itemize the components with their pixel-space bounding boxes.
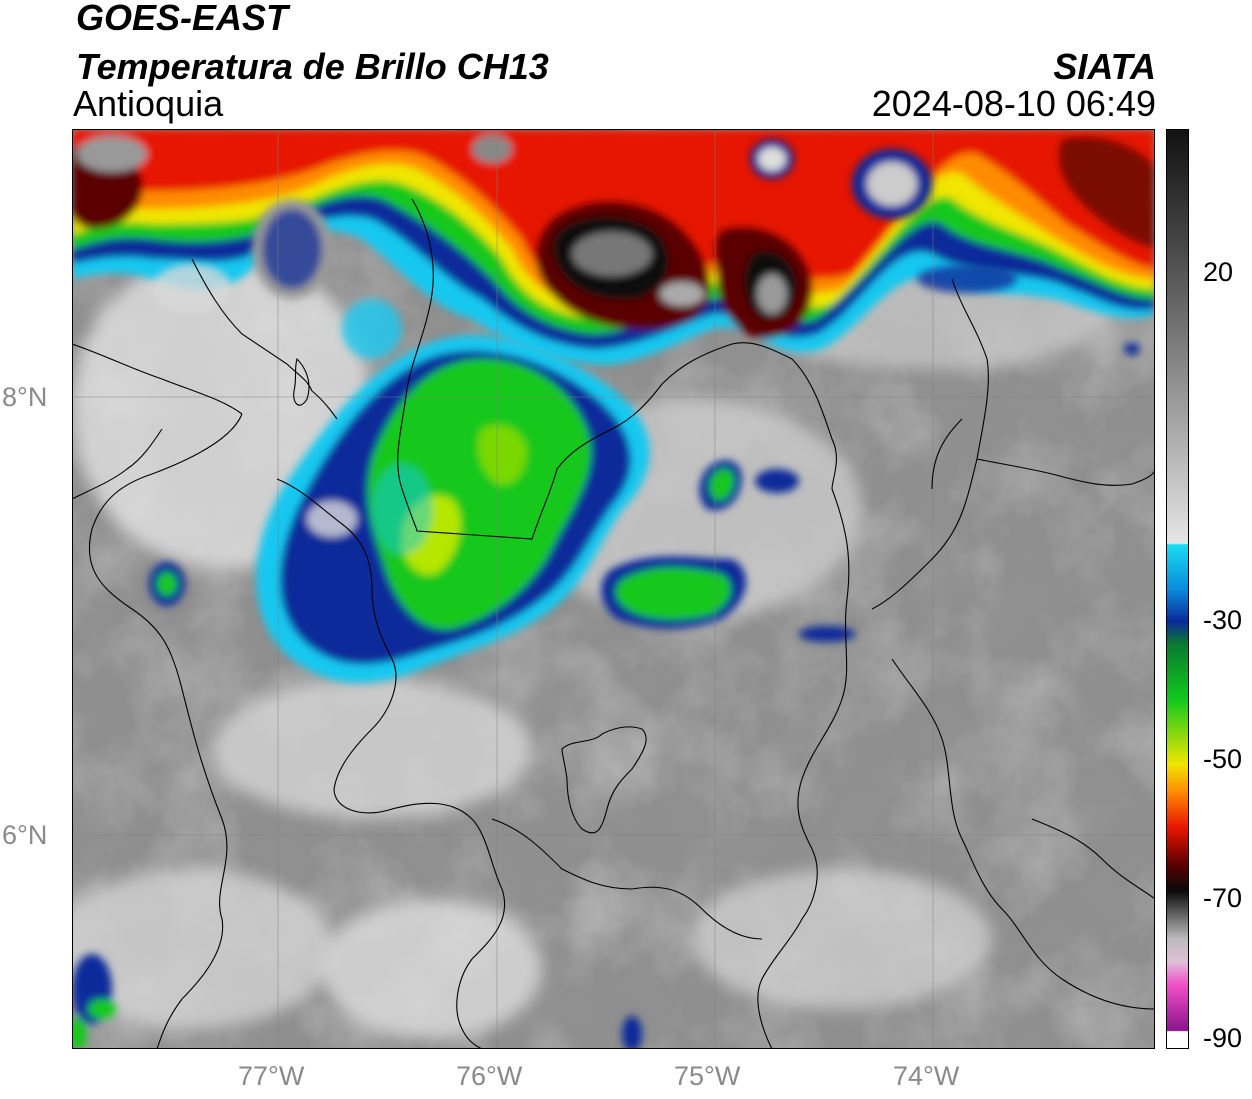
agency-label: SIATA	[1053, 46, 1156, 87]
cold-patches-northwest	[152, 139, 1017, 359]
light-gray-area	[692, 869, 992, 1009]
colorbar-gradient	[1166, 129, 1189, 1049]
cell	[615, 567, 731, 620]
gridlines	[72, 129, 1155, 1049]
cell	[72, 1018, 87, 1049]
lon-tick-label: 76°W	[456, 1061, 523, 1091]
colorbar-tick-label: -50	[1203, 744, 1243, 774]
lon-tick-label: 77°W	[238, 1061, 305, 1091]
colorbar	[1166, 129, 1195, 1049]
cold-patch	[758, 147, 786, 171]
cell	[157, 572, 177, 596]
cold-patch	[342, 299, 402, 359]
product-title: Temperatura de Brillo CH13	[76, 46, 549, 87]
coastline	[72, 428, 163, 500]
region-subtitle: Antioquia	[73, 83, 224, 124]
department-border	[276, 478, 506, 1049]
lon-tick-label: 74°W	[893, 1061, 960, 1091]
borders	[72, 198, 1155, 1049]
satellite-title: GOES-EAST	[76, 0, 289, 38]
department-border	[397, 198, 837, 540]
colorbar-outline	[1166, 129, 1189, 1049]
department-border	[931, 418, 963, 490]
cloud-core	[472, 135, 512, 163]
datetime-label: 2024-08-10 06:49	[871, 83, 1156, 124]
colorbar-tick-label: -90	[1203, 1023, 1243, 1053]
brightness-temperature-map	[72, 129, 1155, 1049]
cloud-core	[572, 232, 652, 276]
cell	[755, 469, 799, 493]
department-border	[491, 818, 763, 940]
coastline	[293, 357, 310, 406]
cold-patch	[372, 464, 432, 554]
cloud-core	[660, 282, 704, 306]
central-convective-system	[256, 335, 650, 683]
map-svg	[72, 129, 1155, 1049]
coastline	[72, 343, 243, 1049]
cloud-shape	[477, 425, 527, 485]
department-border	[976, 458, 1155, 486]
colorbar-tick-label: -30	[1203, 605, 1243, 635]
department-border	[757, 488, 850, 1049]
colorbar-tick-label: -70	[1203, 883, 1243, 913]
lon-tick-label: 75°W	[674, 1061, 741, 1091]
cold-patch	[262, 209, 322, 289]
cloud-core	[77, 136, 147, 172]
department-border	[191, 258, 338, 420]
cell	[622, 1016, 642, 1049]
light-gray-area	[212, 679, 532, 819]
light-gray-area	[322, 899, 542, 1039]
cold-patch	[307, 501, 357, 537]
municipal-border	[561, 726, 647, 834]
isolated-cells	[72, 343, 1140, 1049]
department-border	[1031, 818, 1155, 900]
light-gray-area	[72, 869, 332, 1029]
department-border	[871, 278, 989, 610]
cell	[709, 468, 734, 501]
cloud-core	[757, 274, 787, 314]
cold-patch	[152, 264, 232, 314]
cell	[799, 626, 855, 642]
cold-patch	[867, 162, 917, 206]
colorbar-tick-label: 20	[1203, 257, 1234, 287]
cell	[1124, 343, 1140, 355]
cold-patch	[917, 265, 1017, 293]
department-border	[891, 658, 1155, 1010]
colorbar-svg	[1166, 129, 1195, 1049]
lat-tick-label: 8°N	[2, 382, 48, 412]
lat-tick-label: 6°N	[2, 820, 48, 850]
cloud-core	[1058, 136, 1155, 249]
cell	[88, 999, 116, 1019]
